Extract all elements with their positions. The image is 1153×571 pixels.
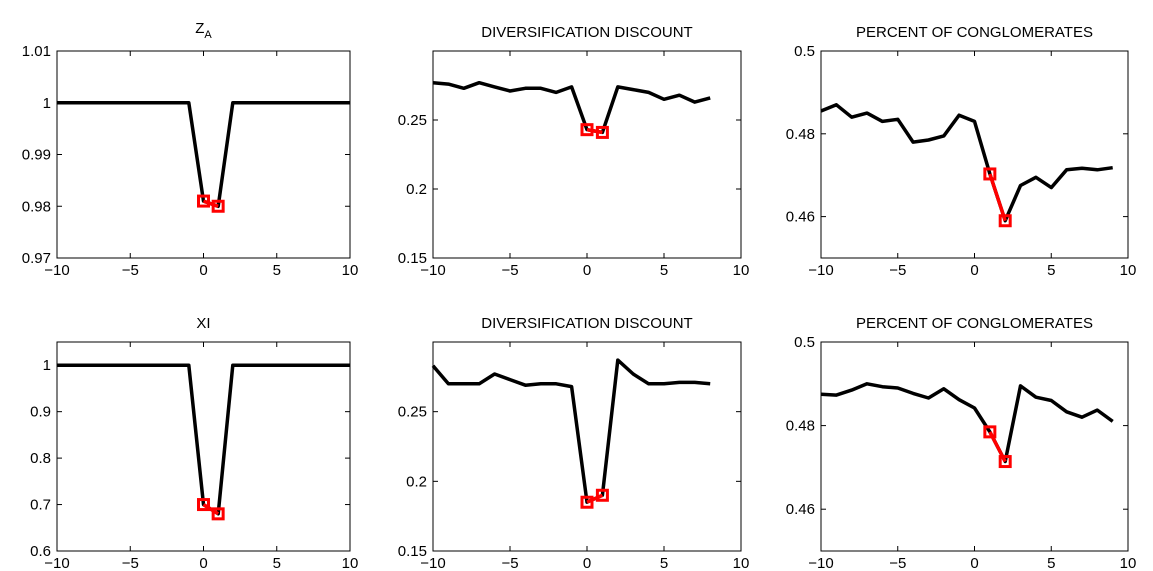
y-tick-label: 0.2 bbox=[406, 181, 427, 198]
y-tick-label: 0.48 bbox=[786, 418, 815, 435]
series-line bbox=[988, 173, 1007, 222]
y-tick-label: 0.5 bbox=[794, 334, 815, 351]
series-line bbox=[202, 199, 219, 208]
y-tick-label: 0.5 bbox=[794, 43, 815, 60]
series-line bbox=[820, 382, 1114, 464]
x-tick-label: 5 bbox=[660, 555, 668, 571]
y-tick-label: 1 bbox=[43, 357, 51, 374]
chart-title: ZA bbox=[195, 20, 212, 41]
x-tick-label: −5 bbox=[122, 555, 139, 571]
axes-box bbox=[820, 341, 1129, 552]
x-tick-label: 10 bbox=[342, 555, 359, 571]
marker bbox=[211, 507, 225, 521]
y-tick-label: 0.48 bbox=[786, 126, 815, 143]
x-tick-label: −5 bbox=[501, 555, 518, 571]
x-tick-label: 0 bbox=[970, 555, 978, 571]
title-main: Z bbox=[195, 20, 204, 37]
chart-title: DIVERSIFICATION DISCOUNT bbox=[481, 315, 692, 332]
x-tick-label: 10 bbox=[733, 262, 750, 279]
x-tick-label: −10 bbox=[420, 262, 445, 279]
x-tick-label: −10 bbox=[420, 555, 445, 571]
y-tick-label: 0.6 bbox=[30, 543, 51, 560]
marker bbox=[197, 194, 210, 208]
marker bbox=[580, 123, 594, 137]
y-tick-label: 0.25 bbox=[398, 404, 427, 421]
series-line bbox=[57, 101, 350, 209]
y-tick-label: 0.2 bbox=[406, 473, 427, 490]
x-tick-label: −10 bbox=[44, 262, 69, 279]
x-tick-label: −5 bbox=[501, 262, 518, 279]
x-tick-label: 10 bbox=[733, 555, 750, 571]
series-line bbox=[820, 103, 1113, 223]
x-tick-label: 0 bbox=[199, 555, 207, 571]
marker bbox=[595, 488, 609, 502]
x-tick-label: 5 bbox=[273, 555, 281, 571]
series-line bbox=[586, 127, 603, 135]
marker bbox=[983, 167, 997, 181]
chart-title: XI bbox=[196, 315, 210, 332]
x-tick-label: 0 bbox=[199, 262, 207, 279]
x-tick-label: −10 bbox=[808, 262, 833, 279]
y-tick-label: 0.8 bbox=[30, 450, 51, 467]
y-tick-label: 0.46 bbox=[786, 209, 815, 226]
x-tick-label: −5 bbox=[122, 262, 139, 279]
y-tick-label: 0.7 bbox=[30, 497, 51, 514]
x-tick-label: 10 bbox=[342, 262, 359, 279]
y-tick-label: 0.15 bbox=[398, 250, 427, 267]
x-tick-label: −5 bbox=[889, 555, 906, 571]
x-tick-label: 5 bbox=[1047, 262, 1055, 279]
x-tick-label: −10 bbox=[44, 555, 69, 571]
marker bbox=[211, 199, 225, 213]
x-tick-label: 5 bbox=[660, 262, 668, 279]
series-line bbox=[57, 363, 350, 516]
x-tick-label: 10 bbox=[1120, 262, 1137, 279]
axes-box bbox=[56, 50, 351, 259]
series-line bbox=[432, 80, 711, 135]
marker bbox=[998, 214, 1012, 228]
marker bbox=[595, 125, 609, 139]
y-tick-label: 0.97 bbox=[22, 250, 51, 267]
x-tick-label: 0 bbox=[583, 555, 591, 571]
y-tick-label: 1 bbox=[43, 95, 51, 112]
x-tick-label: 5 bbox=[273, 262, 281, 279]
title-sub: A bbox=[204, 29, 212, 41]
x-tick-label: 10 bbox=[1120, 555, 1137, 571]
y-tick-label: 0.9 bbox=[30, 404, 51, 421]
axes-box bbox=[432, 341, 742, 552]
y-tick-label: 0.25 bbox=[398, 112, 427, 129]
x-tick-label: 0 bbox=[583, 262, 591, 279]
marker bbox=[998, 455, 1012, 469]
series-line bbox=[431, 358, 711, 504]
axes-box bbox=[56, 341, 351, 552]
y-tick-label: 0.46 bbox=[786, 501, 815, 518]
chart-title: DIVERSIFICATION DISCOUNT bbox=[481, 24, 692, 41]
chart-title: PERCENT OF CONGLOMERATES bbox=[856, 315, 1093, 332]
y-tick-label: 0.99 bbox=[22, 147, 51, 164]
marker bbox=[197, 498, 210, 512]
x-tick-label: 5 bbox=[1047, 555, 1055, 571]
marker bbox=[983, 425, 997, 439]
axes-box bbox=[820, 50, 1129, 259]
x-tick-label: −5 bbox=[889, 262, 906, 279]
series-line bbox=[586, 493, 604, 504]
chart-title: PERCENT OF CONGLOMERATES bbox=[856, 24, 1093, 41]
x-tick-label: −10 bbox=[808, 555, 833, 571]
series-line bbox=[202, 503, 220, 516]
x-tick-label: 0 bbox=[970, 262, 978, 279]
marker bbox=[580, 495, 594, 509]
y-tick-label: 1.01 bbox=[22, 43, 51, 60]
y-tick-label: 0.98 bbox=[22, 198, 51, 215]
y-tick-label: 0.15 bbox=[398, 543, 427, 560]
